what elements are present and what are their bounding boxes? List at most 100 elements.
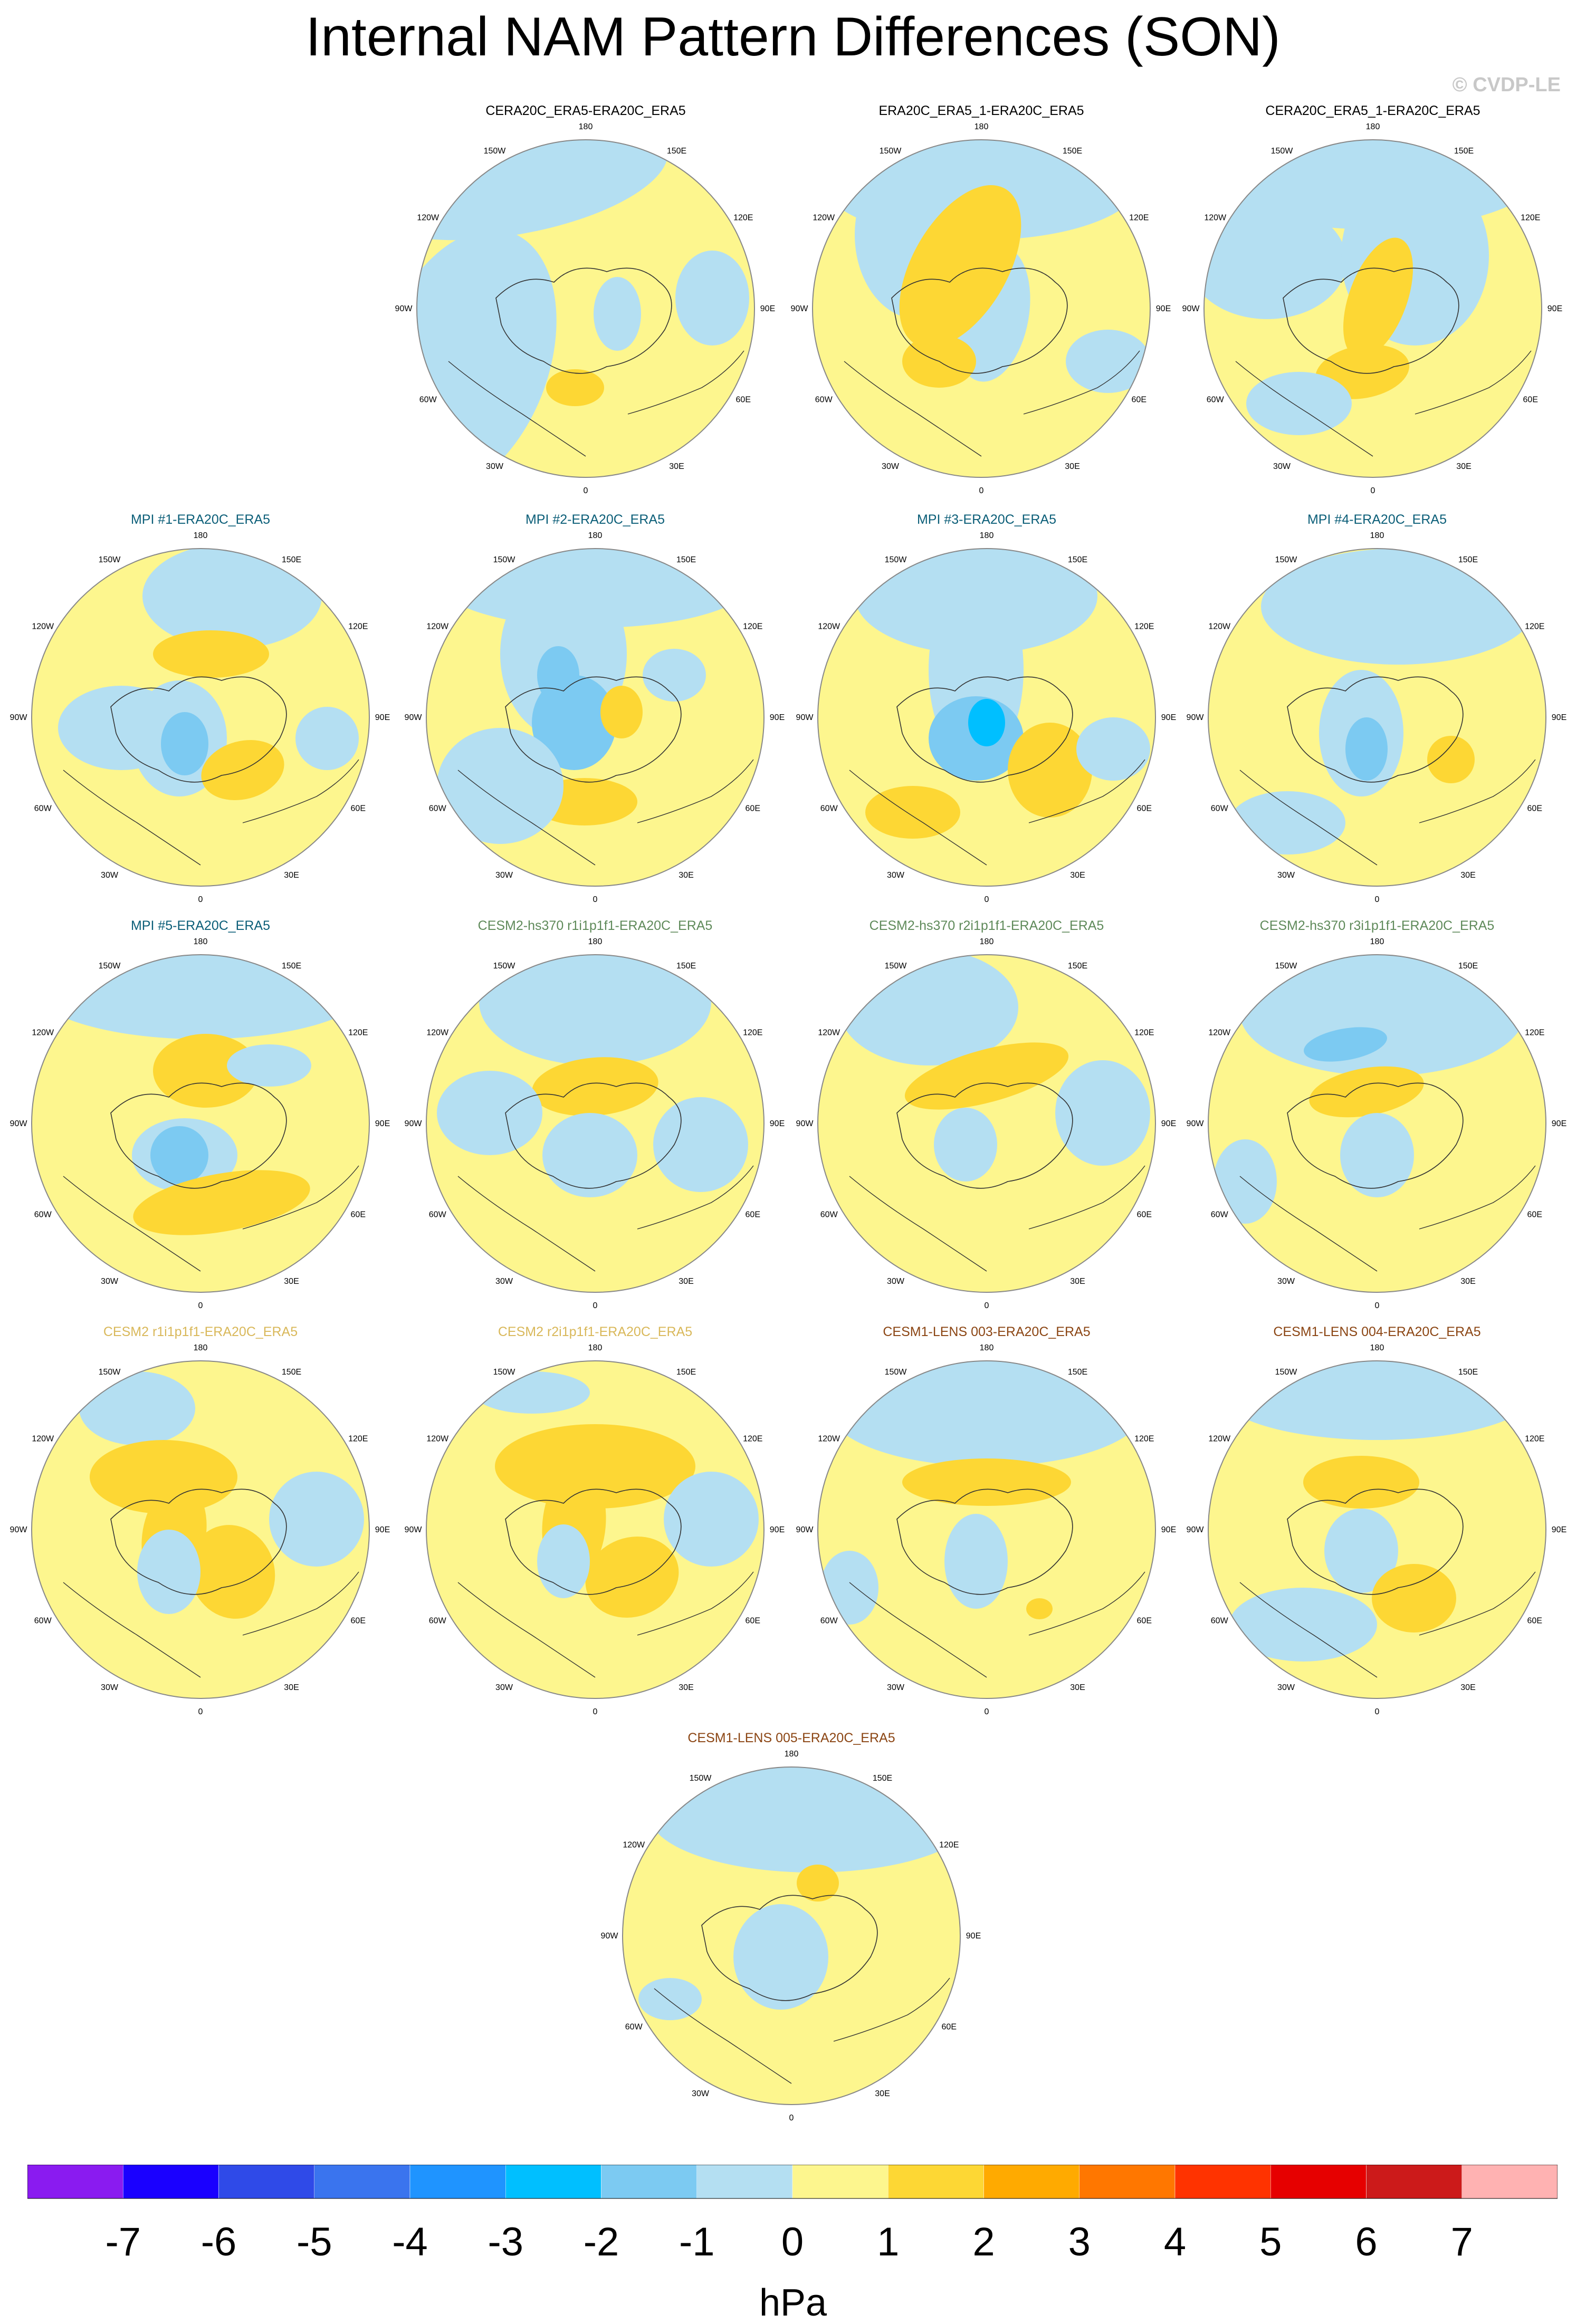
longitude-label: 60E — [1523, 396, 1538, 405]
coastline — [833, 1977, 950, 2042]
longitude-label: 60E — [1137, 1211, 1152, 1219]
longitude-label: 150W — [99, 555, 121, 564]
longitude-label: 30E — [1070, 1277, 1085, 1286]
longitude-label: 60E — [1527, 804, 1542, 813]
longitude-label: 30W — [1277, 1683, 1295, 1692]
anomaly-region — [675, 251, 749, 345]
longitude-label: 180 — [980, 937, 994, 946]
map-border — [1208, 548, 1546, 887]
longitude-label: 90E — [1547, 304, 1562, 313]
map-border — [31, 1360, 370, 1699]
panel-title: CERA20C_ERA5-ERA20C_ERA5 — [485, 103, 686, 118]
colorbar-tick-label: -4 — [392, 2220, 428, 2264]
longitude-label: 150E — [282, 1368, 301, 1377]
colorbar-tick-label: -5 — [297, 2220, 332, 2264]
longitude-label: 60W — [34, 1211, 52, 1219]
coastline — [896, 1488, 1073, 1595]
map-panel: CESM1-LENS 005-ERA20C_ERA5 180 150E 120E 90E… — [601, 1730, 981, 2123]
longitude-label: 0 — [198, 895, 203, 904]
anomaly-region — [1026, 1598, 1053, 1619]
map-border — [426, 954, 765, 1293]
longitude-label: 180 — [194, 531, 208, 540]
longitude-label: 30W — [101, 1683, 119, 1692]
longitude-label: 150E — [1458, 555, 1478, 564]
longitude-label: 60E — [1527, 1211, 1542, 1219]
coastline — [1028, 1571, 1145, 1636]
longitude-label: 30E — [1070, 1683, 1085, 1692]
longitude-label: 120E — [1134, 1435, 1154, 1444]
coastline — [1239, 770, 1378, 866]
longitude-label: 60E — [746, 804, 760, 813]
coastline — [637, 1571, 754, 1636]
colorbar: -7 -6 -5 -4 -3 -2 -1 0 1 2 3 4 5 6 7 — [27, 2165, 1558, 2264]
longitude-label: 150W — [1275, 555, 1298, 564]
longitude-label: 60E — [1137, 1617, 1152, 1626]
longitude-label: 120E — [939, 1841, 959, 1850]
longitude-label: 30E — [679, 871, 693, 880]
longitude-label: 60E — [1527, 1617, 1542, 1626]
coastline — [1028, 759, 1145, 823]
longitude-label: 150E — [676, 555, 696, 564]
longitude-label: 60W — [419, 396, 437, 405]
longitude-label: 0 — [1375, 1707, 1380, 1716]
anomaly-region — [1324, 1509, 1398, 1593]
coastline — [1287, 1488, 1464, 1595]
panel-title: MPI #2-ERA20C_ERA5 — [525, 512, 665, 527]
coastline — [110, 676, 287, 783]
colorbar-box — [1174, 2165, 1271, 2199]
polar-map: 180 150E 120E 90E 60E 30E 0 30W 60W 90W 120W 150W — [796, 937, 1177, 1310]
coastline — [457, 1176, 596, 1272]
polar-map: 180 150E 120E 90E 60E 30E 0 30W 60W 90W 120W 150W — [405, 937, 785, 1310]
colorbar-box — [123, 2165, 219, 2199]
coastline — [457, 1582, 596, 1678]
longitude-label: 120E — [1525, 1435, 1544, 1444]
longitude-label: 90W — [1187, 1525, 1205, 1534]
longitude-label: 60W — [625, 2023, 643, 2032]
map-border — [426, 548, 765, 887]
anomaly-region — [828, 1361, 1145, 1466]
anomaly-region — [227, 1044, 311, 1087]
coastline — [1239, 1582, 1378, 1678]
longitude-label: 90E — [1161, 1119, 1176, 1128]
longitude-label: 60E — [351, 1211, 366, 1219]
polar-map: 180 150E 120E 90E 60E 30E 0 30W 60W 90W 120W 150W — [796, 1343, 1177, 1716]
coastline — [1283, 267, 1459, 374]
anomaly-region — [1219, 1361, 1535, 1440]
longitude-label: 150E — [1068, 962, 1087, 971]
longitude-label: 0 — [593, 1301, 598, 1310]
longitude-label: 150W — [1275, 1368, 1298, 1377]
anomaly-region — [1261, 549, 1535, 665]
longitude-label: 120W — [623, 1841, 645, 1850]
longitude-label: 90E — [1161, 713, 1176, 722]
polar-map: 180 150E 120E 90E 60E 30E 0 30W 60W 90W 120W 150W — [405, 531, 785, 904]
panel-title: MPI #1-ERA20C_ERA5 — [130, 512, 270, 527]
anomaly-region — [865, 786, 960, 839]
longitude-label: 120E — [743, 622, 762, 631]
longitude-label: 0 — [985, 895, 989, 904]
longitude-label: 180 — [588, 937, 603, 946]
longitude-label: 150E — [1068, 1368, 1087, 1377]
coastline — [495, 267, 672, 374]
anomaly-region — [1214, 1139, 1277, 1224]
longitude-label: 180 — [579, 122, 593, 131]
anomaly-region — [664, 1472, 759, 1567]
coastline — [1419, 1165, 1536, 1230]
longitude-label: 150W — [885, 555, 907, 564]
longitude-label: 120W — [32, 622, 54, 631]
anomaly-region — [189, 1525, 275, 1619]
colorbar-tick-label: 4 — [1164, 2220, 1186, 2264]
longitude-label: 30W — [495, 1683, 513, 1692]
polar-map: 180 150E 120E 90E 60E 30E 0 30W 60W 90W 120W 150W — [1187, 937, 1567, 1310]
coastline — [1287, 1082, 1464, 1189]
coastline — [505, 676, 682, 783]
longitude-label: 90E — [1156, 304, 1171, 313]
coastline — [637, 759, 754, 823]
polar-map: 180 150E 120E 90E 60E 30E 0 30W 60W 90W 120W 150W — [10, 531, 390, 904]
map-panel: CESM1-LENS 003-ERA20C_ERA5 180 150E 120E 90E… — [796, 1324, 1177, 1716]
longitude-label: 150W — [690, 1774, 712, 1783]
coastline — [1419, 759, 1536, 823]
longitude-label: 0 — [985, 1301, 989, 1310]
map-border — [31, 954, 370, 1293]
anomaly-region — [295, 707, 359, 770]
longitude-label: 30E — [1460, 1683, 1475, 1692]
